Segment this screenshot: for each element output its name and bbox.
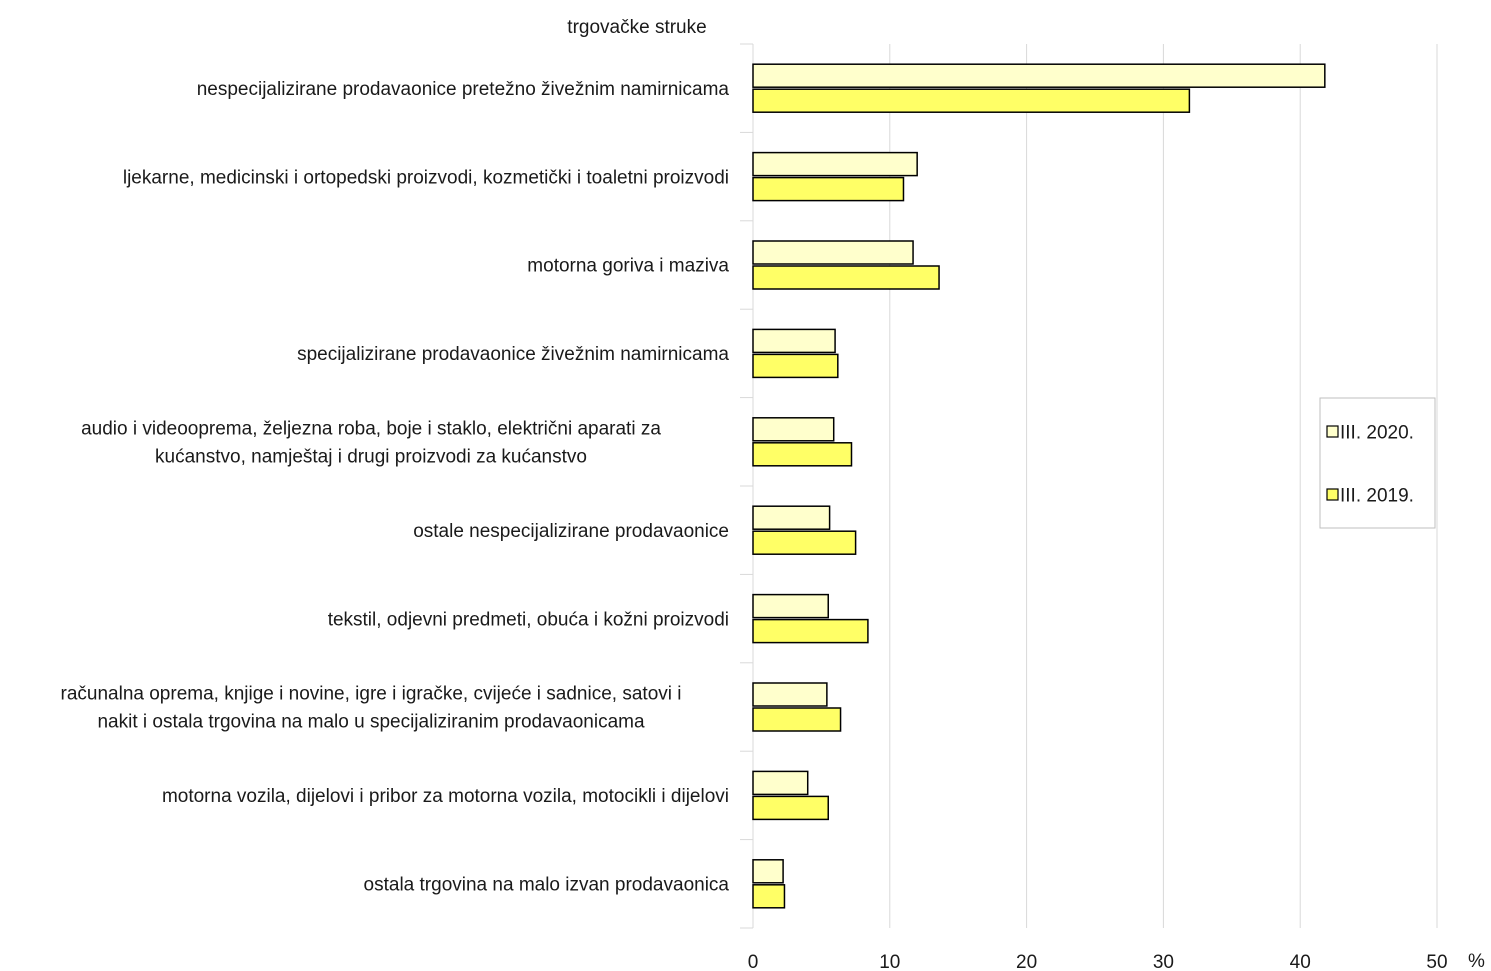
category-label: motorna vozila, dijelovi i pribor za mot… <box>162 786 729 807</box>
category-label: specijalizirane prodavaonice živežnim na… <box>297 344 729 365</box>
bar-2020 <box>752 859 784 884</box>
category-ticks <box>740 43 754 929</box>
bar-2019 <box>752 176 905 202</box>
category-label: nakit i ostala trgovina na malo u specij… <box>97 712 644 733</box>
x-tick-label: 40 <box>1290 952 1311 971</box>
legend-label: III. 2020. <box>1340 423 1414 444</box>
bar-2019 <box>752 530 857 555</box>
category-label: ostale nespecijalizirane prodavaonice <box>413 521 729 542</box>
bars <box>752 63 1326 909</box>
category-label: motorna goriva i maziva <box>527 256 729 277</box>
bar-2020 <box>752 770 809 796</box>
category-label: kućanstvo, namještaj i drugi proizvodi z… <box>155 446 587 467</box>
bar-2020 <box>752 593 829 619</box>
bar-2020 <box>752 240 914 265</box>
bar-2019 <box>752 884 786 909</box>
bar-2019 <box>752 795 829 821</box>
x-tick-label: 50 <box>1426 952 1447 971</box>
x-tick-label: 30 <box>1153 952 1174 971</box>
x-tick-label: 20 <box>1016 952 1037 971</box>
category-label: računalna oprema, knjige i novine, igre … <box>61 684 682 705</box>
category-label: ostala trgovina na malo izvan prodavaoni… <box>364 874 730 895</box>
bar-2020 <box>752 417 835 442</box>
bar-2020 <box>752 63 1326 88</box>
category-labels: nespecijalizirane prodavaonice pretežno … <box>61 79 730 896</box>
legend-box <box>1319 397 1436 529</box>
bar-2019 <box>752 618 869 644</box>
x-tick-label: 10 <box>879 952 900 971</box>
bar-2019 <box>752 353 839 379</box>
chart-title: trgovačke struke <box>567 17 706 38</box>
category-label: ljekarne, medicinski i ortopedski proizv… <box>123 167 729 188</box>
bar-2020 <box>752 328 836 354</box>
bar-2020 <box>752 682 828 707</box>
x-tick-label: 0 <box>748 952 759 971</box>
x-axis-unit-label: % <box>1468 951 1485 971</box>
category-label: nespecijalizirane prodavaonice pretežno … <box>197 79 730 100</box>
bar-2020 <box>752 151 918 177</box>
bar-2019 <box>752 707 842 732</box>
bar-2019 <box>752 88 1191 113</box>
bar-2019 <box>752 265 940 290</box>
x-axis-tick-labels: 0 10 20 30 40 50 <box>748 952 1448 971</box>
gridlines <box>889 44 1438 928</box>
bar-2020 <box>752 505 831 530</box>
legend: III. 2020. III. 2019. <box>1319 397 1436 529</box>
bar-2019 <box>752 442 853 467</box>
legend-swatch <box>1326 488 1339 501</box>
legend-swatch <box>1326 425 1339 438</box>
category-label: audio i videooprema, željezna roba, boje… <box>81 418 661 439</box>
legend-label: III. 2019. <box>1340 486 1414 507</box>
category-label: tekstil, odjevni predmeti, obuća i kožni… <box>328 609 729 630</box>
